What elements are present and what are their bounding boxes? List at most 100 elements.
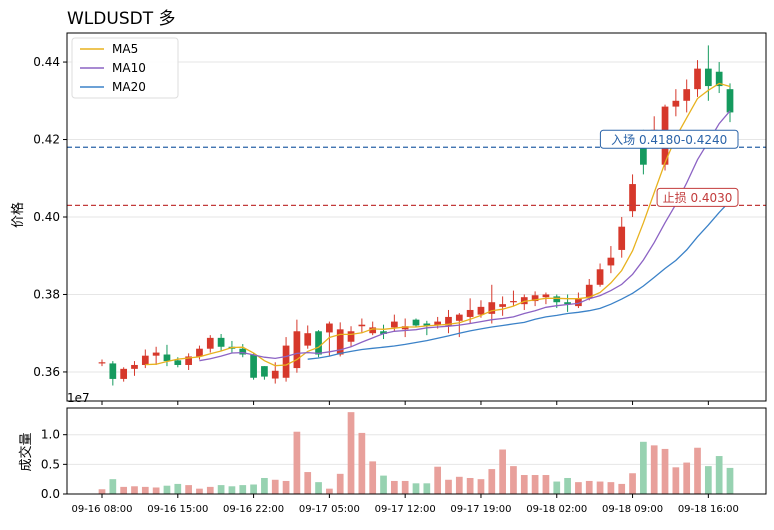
volume-bar <box>304 472 312 494</box>
volume-bar <box>434 466 442 494</box>
volume-tick-label: 0.5 <box>41 457 60 471</box>
candle-body <box>250 354 257 378</box>
volume-bar <box>358 432 366 494</box>
volume-bar <box>553 481 561 494</box>
candle-body <box>445 316 452 326</box>
candle-body <box>401 326 409 330</box>
legend-ma20-label: MA20 <box>112 80 146 94</box>
volume-bar <box>477 479 485 494</box>
candle-body <box>510 301 517 303</box>
volume-bar <box>282 480 290 494</box>
candle-body <box>293 331 301 369</box>
volume-bar <box>196 488 203 494</box>
volume-bar <box>531 475 539 494</box>
volume-bar <box>152 487 160 494</box>
candles <box>98 45 734 386</box>
candle-body <box>575 298 582 307</box>
volume-x-ticks: 09-16 08:00 09-16 15:00 09-16 22:00 09-17 0… <box>71 401 739 515</box>
candle-body <box>282 345 290 378</box>
time-tick-label: 09-17 19:00 <box>450 504 511 515</box>
volume-bar <box>455 476 463 494</box>
volume-bar <box>640 441 647 494</box>
volume-bar <box>98 489 106 494</box>
candle-body <box>174 360 182 365</box>
stop-label-box <box>656 187 739 207</box>
candle-body <box>98 362 106 364</box>
volume-bar <box>336 473 344 494</box>
volume-bar <box>174 483 182 494</box>
candle-body <box>694 68 701 90</box>
volume-bar <box>271 479 279 494</box>
time-tick-label: 09-18 02:00 <box>526 504 587 515</box>
candle-body <box>152 352 160 356</box>
volume-bar <box>650 445 658 494</box>
volume-bar <box>390 480 398 494</box>
time-tick-label: 09-16 08:00 <box>71 504 132 515</box>
candle-body <box>607 257 615 266</box>
volume-bar <box>120 486 128 494</box>
volume-bar <box>542 475 550 494</box>
volume-bar <box>510 466 517 494</box>
volume-bar <box>694 447 701 494</box>
price-y-ticks: 0.36 0.38 0.40 0.42 0.44 <box>33 55 67 379</box>
price-axis-label: 价格 <box>10 202 26 228</box>
volume-bar <box>315 482 322 494</box>
volume-tick-label: 0.0 <box>41 487 60 501</box>
price-tick-label: 0.40 <box>33 210 60 224</box>
candle-body <box>120 368 128 379</box>
candle-body <box>196 348 203 357</box>
candle-body <box>715 71 723 87</box>
legend: MA5 MA10 MA20 <box>71 37 179 99</box>
candle-body <box>185 356 192 365</box>
candle-body <box>488 302 496 314</box>
legend-ma10-label: MA10 <box>112 61 146 75</box>
candle-body <box>477 306 485 315</box>
volume-y-ticks: 0.0 0.5 1.0 <box>41 428 67 501</box>
candle-body <box>726 89 734 113</box>
ma5-line <box>145 82 731 367</box>
candle-body <box>542 294 550 298</box>
price-panel-frame <box>66 32 767 402</box>
chart-title: WLDUSDT 多 <box>67 9 175 29</box>
volume-bar <box>293 431 301 494</box>
candle-body <box>217 337 225 347</box>
candle-body <box>131 364 138 369</box>
volume-bar <box>228 486 236 494</box>
volume-bar <box>618 483 626 494</box>
volume-bar <box>380 475 387 494</box>
entry-label-box <box>599 129 739 149</box>
candle-body <box>553 296 561 303</box>
entry-label: 入场 0.4180-0.4240 <box>611 133 727 147</box>
volume-bars <box>98 412 734 494</box>
volume-bar <box>131 486 138 494</box>
volume-bar <box>466 477 474 494</box>
legend-ma5-label: MA5 <box>112 42 138 56</box>
candle-body <box>704 68 712 87</box>
level-lines: 入场 0.4180-0.4240 止损 0.4030 <box>67 129 766 207</box>
volume-bar <box>401 480 409 494</box>
price-tick-label: 0.42 <box>33 133 60 147</box>
candle-body <box>390 321 398 328</box>
time-tick-label: 09-18 16:00 <box>678 504 739 515</box>
candle-body <box>455 314 463 321</box>
price-axis-offset: 1e7 <box>67 391 90 405</box>
volume-bar <box>163 485 171 494</box>
candle-body <box>326 323 333 333</box>
candle-body <box>109 363 117 379</box>
candle-body <box>412 319 420 326</box>
candle-body <box>499 304 506 307</box>
volume-bar <box>629 473 636 494</box>
volume-bar <box>575 482 582 494</box>
volume-bar <box>661 448 669 494</box>
volume-bar <box>423 483 431 494</box>
volume-bar <box>607 482 615 494</box>
volume-bar <box>250 484 257 494</box>
candle-body <box>206 337 214 349</box>
candle-body <box>585 284 593 299</box>
candle-body <box>380 331 387 334</box>
volume-axis-label: 成交量 <box>18 432 34 471</box>
time-tick-label: 09-17 05:00 <box>299 504 360 515</box>
price-tick-label: 0.44 <box>33 55 60 69</box>
candle-body <box>336 329 344 355</box>
